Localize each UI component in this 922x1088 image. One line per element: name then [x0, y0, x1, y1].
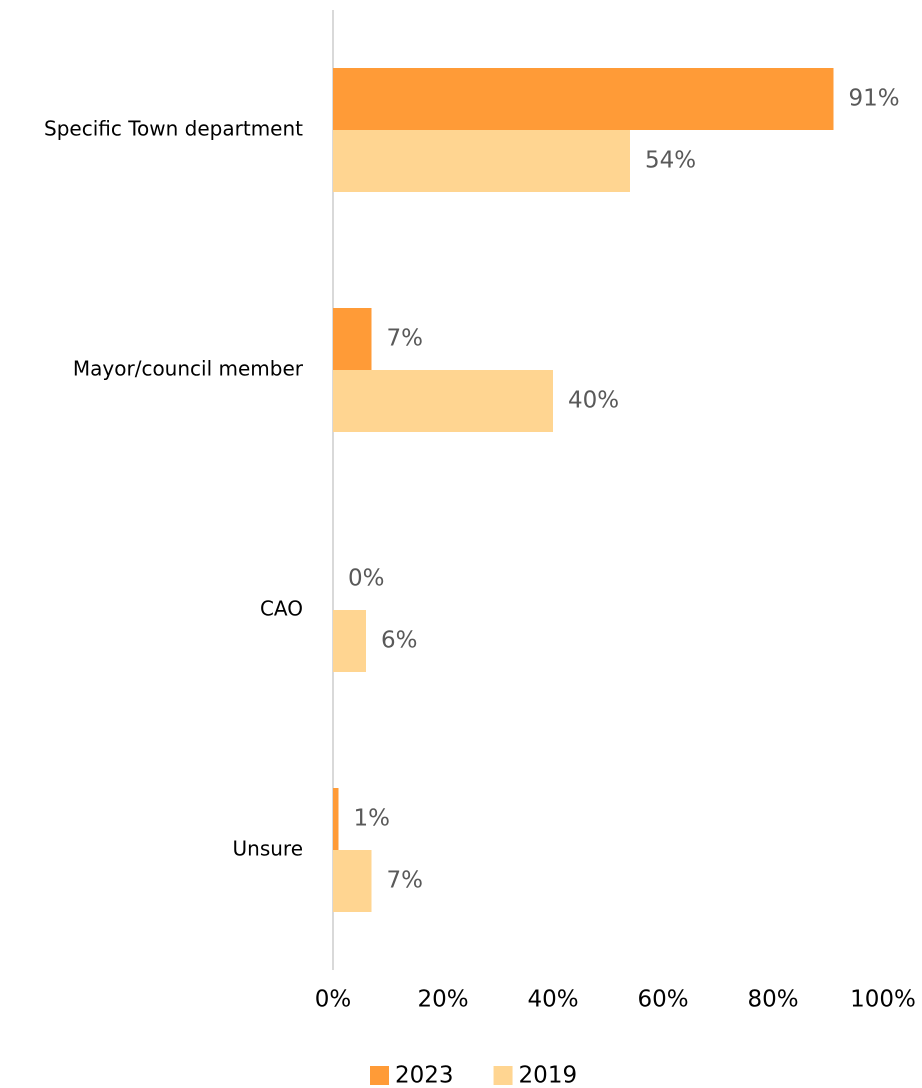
bar	[333, 68, 834, 130]
bar	[333, 130, 630, 192]
bar	[333, 850, 372, 912]
legend-label: 2019	[519, 1063, 578, 1088]
category-label: Mayor/council member	[73, 357, 304, 381]
category-label: Unsure	[233, 837, 304, 861]
bar	[333, 788, 339, 850]
legend-label: 2023	[395, 1063, 454, 1088]
category-label: Specific Town department	[44, 117, 303, 141]
value-label: 6%	[381, 628, 418, 654]
x-tick-label: 40%	[527, 987, 578, 1013]
x-tick-label: 100%	[850, 987, 916, 1013]
category-label: CAO	[260, 597, 303, 621]
value-label: 54%	[645, 148, 696, 174]
legend-swatch	[370, 1066, 389, 1085]
x-tick-label: 20%	[417, 987, 468, 1013]
value-label: 0%	[348, 566, 385, 592]
bar	[333, 308, 372, 370]
x-tick-label: 60%	[637, 987, 688, 1013]
x-tick-label: 0%	[315, 987, 352, 1013]
value-label: 40%	[568, 388, 619, 414]
x-tick-label: 80%	[747, 987, 798, 1013]
value-label: 1%	[354, 806, 391, 832]
bar	[333, 370, 553, 432]
value-label: 91%	[849, 86, 900, 112]
legend-swatch	[493, 1066, 513, 1085]
value-label: 7%	[387, 868, 424, 894]
bar	[333, 610, 366, 672]
value-label: 7%	[387, 326, 424, 352]
